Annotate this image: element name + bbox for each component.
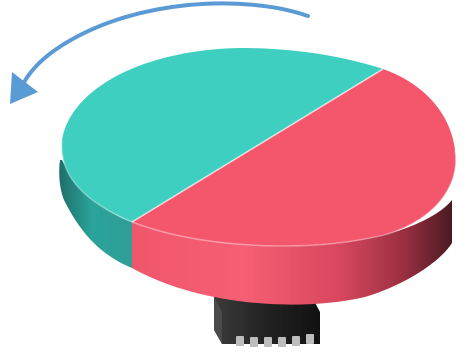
- disc-divider: [131, 68, 384, 223]
- chip-icon: [214, 297, 320, 347]
- disc-side: [59, 160, 452, 305]
- rotation-arrow-icon: [10, 1, 310, 104]
- disc-top-teal-half: [61, 48, 383, 222]
- chip-pins: [236, 334, 314, 347]
- disc-top-red-half: [132, 69, 456, 246]
- disc-top: [61, 48, 457, 247]
